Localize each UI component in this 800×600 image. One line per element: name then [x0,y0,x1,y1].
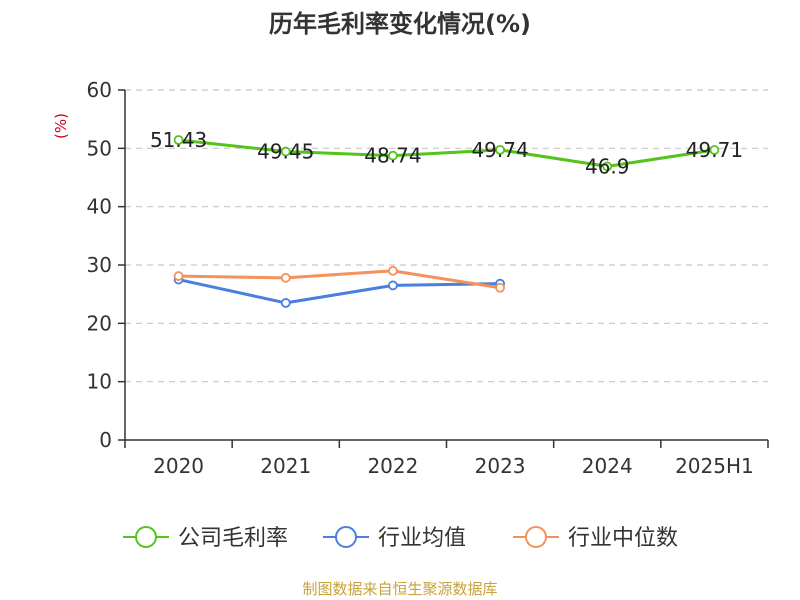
series-line-3 [178,269,501,290]
data-label: 48.74 [364,144,421,168]
data-label: 49.71 [686,138,743,162]
x-tick-label: 2020 [153,454,204,478]
x-tick-label: 2025H1 [675,454,754,478]
chart-title: 历年毛利率变化情况(%) [269,10,531,38]
x-tick-label: 2022 [367,454,418,478]
y-axis-unit-label: (%) [52,113,70,139]
data-label: 51.43 [150,128,207,152]
data-point [388,280,398,291]
y-tick-label: 10 [87,370,112,394]
data-point [280,298,291,308]
legend-item: 行业中位数 [513,526,678,551]
data-point [173,271,184,281]
legend-item: 公司毛利率 [123,526,288,551]
legend-label: 行业均值 [378,526,466,551]
data-labels: 51.43 49.45 48.74 49.74 46.9 49.71 [150,128,743,178]
data-label: 46.9 [585,154,630,178]
y-tick-label: 20 [87,311,112,335]
series-line-2 [178,278,501,305]
data-label: 49.74 [471,138,528,162]
x-tick-label: 2023 [475,454,526,478]
legend-label: 行业中位数 [568,526,678,551]
source-note: 制图数据来自恒生聚源数据库 [302,580,497,598]
data-point [173,135,184,145]
legend: 公司毛利率 行业均值 行业中位数 [123,526,678,551]
legend-marker [135,526,157,548]
data-point [388,265,398,276]
y-tick-label: 50 [87,136,112,160]
series-layer [173,135,720,308]
data-label: 49.45 [257,140,314,164]
y-tick-label: 60 [87,78,112,102]
legend-marker [335,526,357,548]
gridlines [125,89,768,383]
series-line-1 [178,138,715,168]
legend-item: 行业均值 [323,526,466,551]
data-point [388,150,398,161]
y-tick-label: 0 [99,428,112,452]
x-tick-label: 2021 [260,454,311,478]
data-point [709,145,720,155]
data-point [280,146,291,157]
data-point [602,161,613,172]
legend-marker [525,526,547,548]
data-point [495,282,505,293]
data-point [495,144,505,155]
x-tick-label: 2024 [582,454,633,478]
y-tick-label: 40 [87,195,112,219]
data-point [280,272,291,283]
legend-label: 公司毛利率 [178,526,288,551]
y-tick-label: 30 [87,253,112,277]
axes: 0 10 20 30 40 50 60 2020 2021 2022 2023 2024 2025H1 [87,78,769,478]
